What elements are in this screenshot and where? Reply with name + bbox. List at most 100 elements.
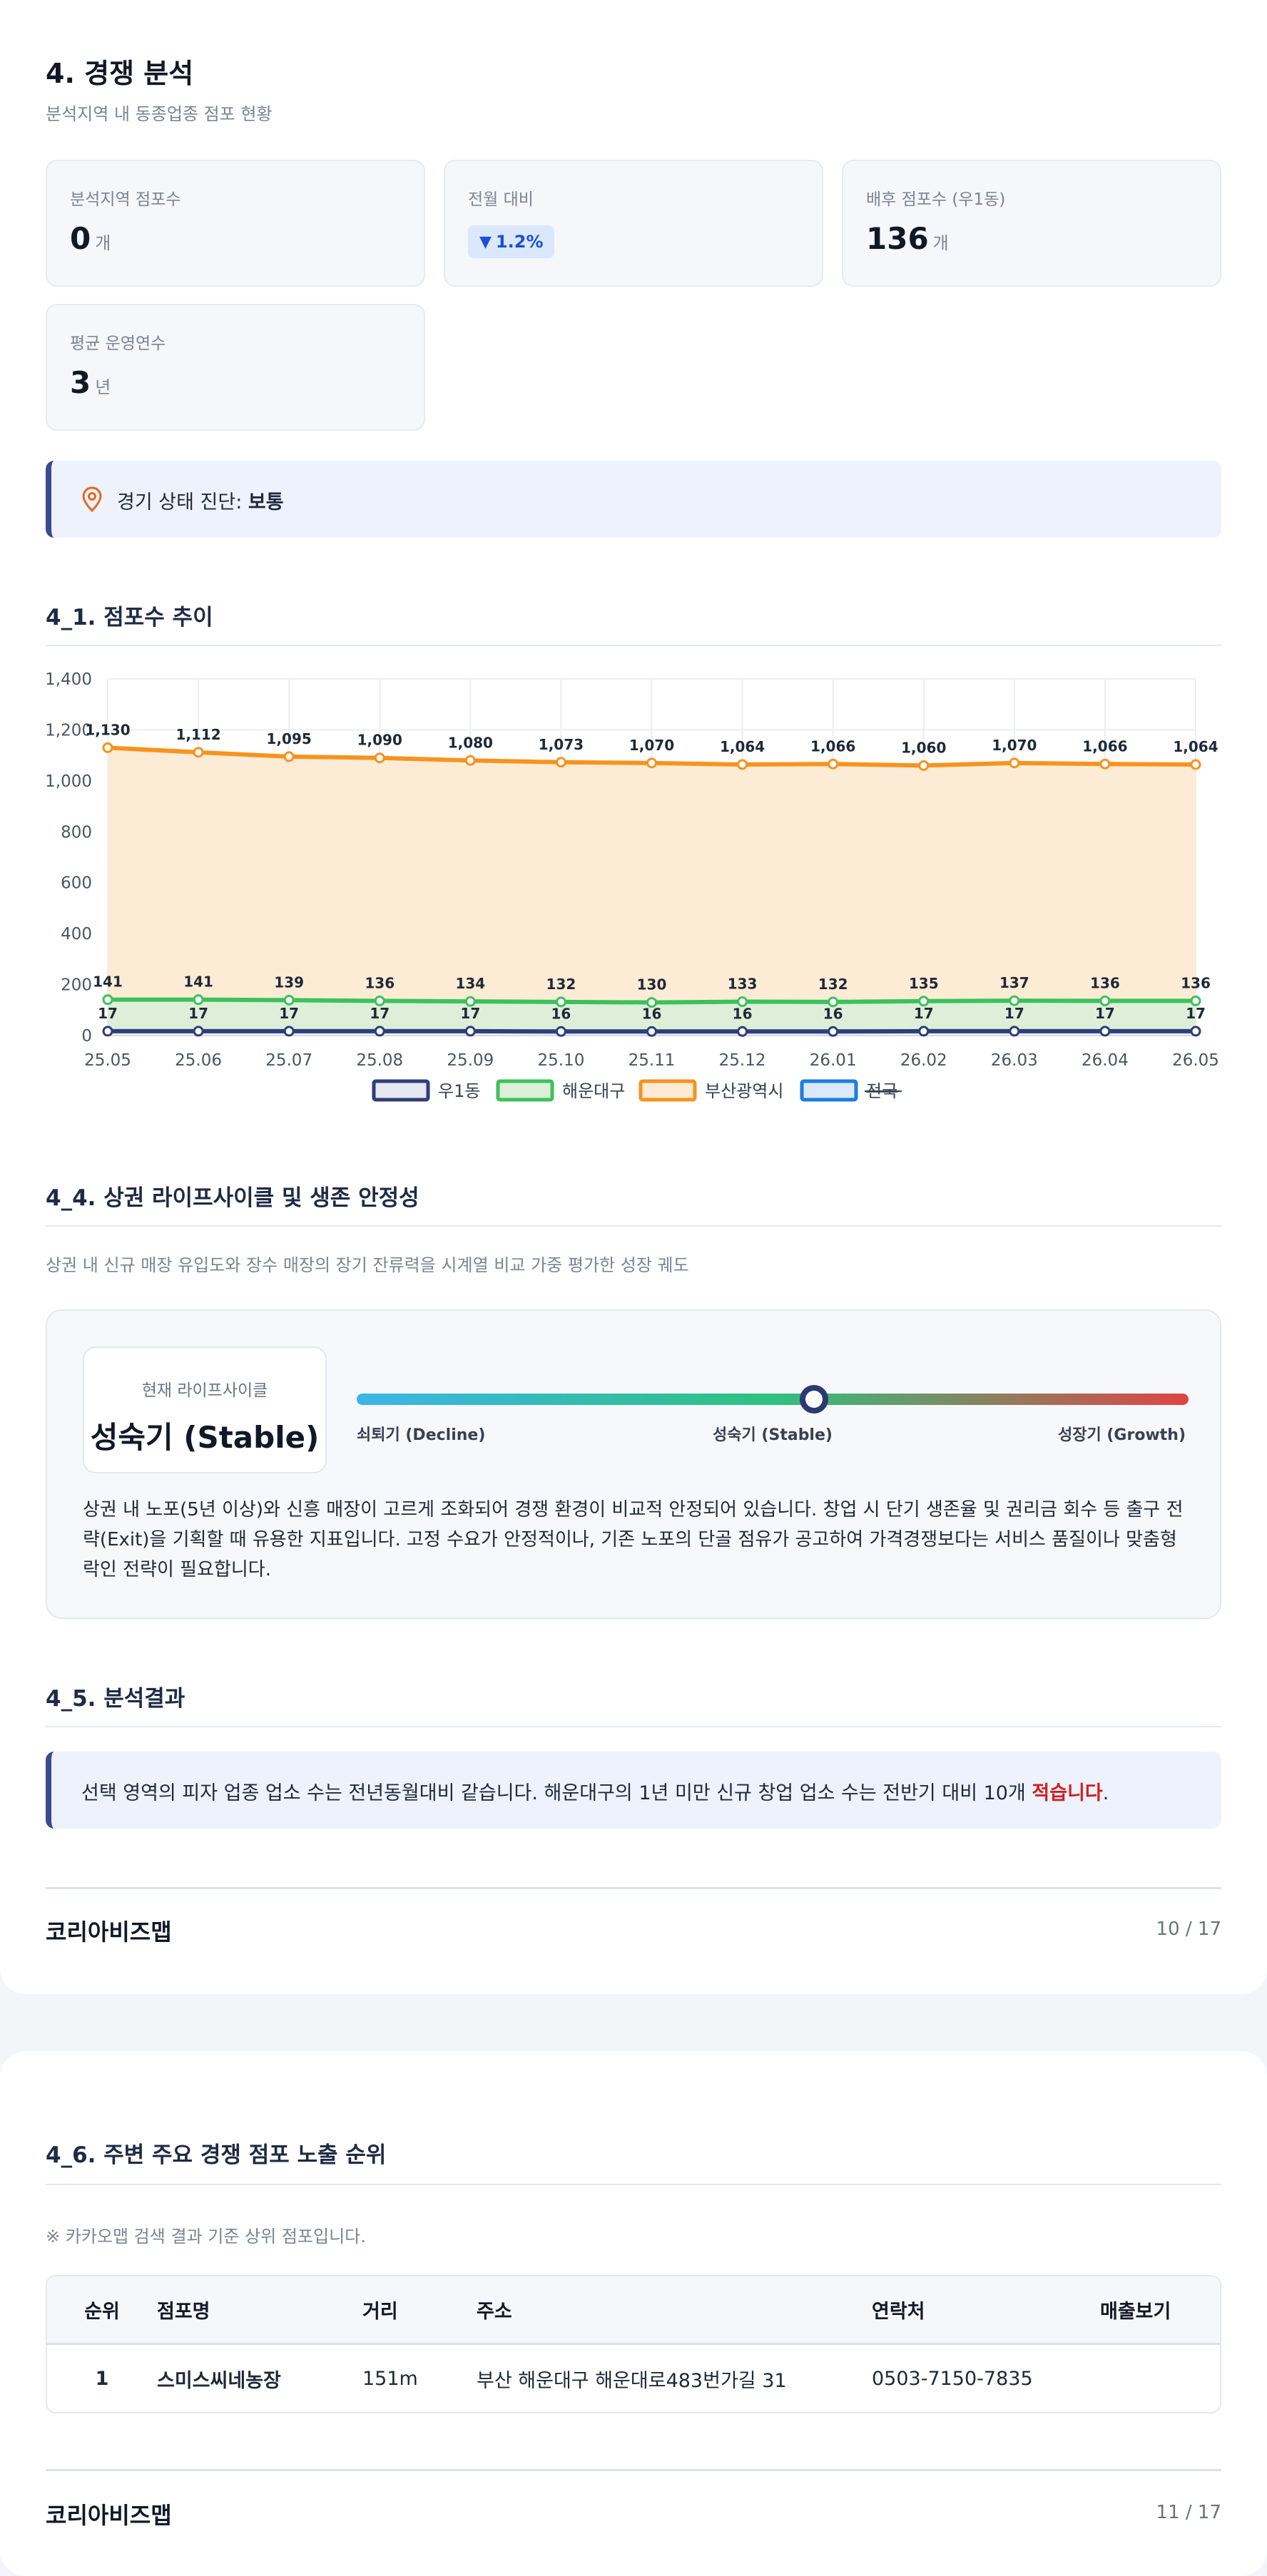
lifecycle-section-title: 4_4. 상권 라이프사이클 및 생존 안정성 — [46, 1185, 419, 1211]
footer-page-number: 10 / 17 — [1156, 1918, 1221, 1940]
legend-swatch — [800, 1079, 858, 1102]
legend-label: 우1동 — [438, 1081, 480, 1101]
legend-swatch — [496, 1079, 554, 1102]
address-cell: 부산 해운대구 해운대로483번가길 31 — [477, 2369, 787, 2392]
card-label: 배후 점포수 (우1동) — [866, 190, 1006, 209]
data-point — [102, 994, 113, 1006]
lifecycle-panel: 현재 라이프사이클 성숙기 (Stable) 쇠퇴기 (Decline) 성숙기… — [46, 1309, 1221, 1619]
card-label: 평균 운영연수 — [70, 334, 166, 353]
data-label: 141 — [183, 973, 213, 991]
data-label: 136 — [1181, 974, 1211, 991]
data-point — [555, 996, 566, 1008]
data-label: 16 — [733, 1005, 753, 1022]
x-tick-label: 25.12 — [719, 1051, 766, 1070]
legend-swatch — [372, 1079, 430, 1102]
series-area — [108, 747, 1196, 1036]
data-point — [1190, 995, 1201, 1006]
data-label: 16 — [642, 1005, 662, 1022]
gauge-label-decline: 쇠퇴기 (Decline) — [357, 1426, 486, 1444]
data-label: 133 — [728, 976, 758, 993]
y-tick-label: 400 — [61, 925, 92, 944]
data-label: 1,064 — [1173, 738, 1218, 755]
data-label: 1,073 — [539, 736, 584, 753]
data-label: 1,070 — [629, 737, 674, 754]
result-section-title: 4_5. 분석결과 — [46, 1686, 185, 1712]
data-point — [283, 994, 295, 1006]
data-label: 17 — [914, 1005, 934, 1022]
data-point — [737, 1026, 748, 1037]
diagnosis-text: 경기 상태 진단: 보통 — [117, 491, 284, 513]
data-point — [646, 757, 657, 769]
store-name-link[interactable]: 스미스씨네농장 — [157, 2369, 281, 2392]
report-page-11: 4_6. 주변 주요 경쟁 점포 노출 순위 ※ 카카오맵 검색 결과 기준 상… — [0, 2051, 1267, 2576]
section-title: 4. 경쟁 분석 — [46, 58, 194, 89]
legend-swatch — [638, 1079, 697, 1102]
data-label: 1,112 — [175, 726, 220, 743]
data-label: 1,080 — [448, 734, 493, 751]
x-tick-label: 25.09 — [447, 1051, 494, 1070]
y-tick-label: 200 — [61, 976, 92, 995]
data-point — [283, 751, 295, 762]
change-badge: ▼ 1.2% — [468, 225, 555, 258]
data-point — [918, 760, 930, 771]
legend-label: 해운대구 — [562, 1081, 625, 1101]
data-label: 130 — [637, 976, 667, 993]
x-tick-label: 25.10 — [537, 1051, 584, 1070]
data-label: 134 — [455, 975, 485, 992]
data-label: 135 — [909, 975, 939, 992]
data-point — [555, 757, 566, 768]
data-label: 136 — [365, 974, 395, 991]
x-tick-label: 25.11 — [629, 1051, 676, 1070]
data-point — [464, 1026, 476, 1037]
footer-brand: 코리아비즈맵 — [46, 1918, 172, 1946]
data-label: 139 — [274, 973, 304, 991]
location-pin-icon — [82, 486, 102, 512]
data-point — [193, 747, 204, 758]
rank-cell: 1 — [95, 2367, 109, 2390]
column-header-address: 주소 — [477, 2276, 872, 2345]
sales-view-cell[interactable] — [1100, 2345, 1220, 2412]
data-point — [193, 994, 204, 1006]
distance-cell: 151m — [362, 2367, 418, 2390]
footer-page-number: 11 / 17 — [1156, 2502, 1221, 2523]
data-label: 1,090 — [357, 732, 402, 749]
data-point — [828, 758, 839, 770]
data-label: 1,066 — [1082, 737, 1127, 755]
card-label: 전월 대비 — [468, 190, 534, 209]
data-point — [1009, 1026, 1020, 1037]
card-label: 분석지역 점포수 — [70, 190, 181, 209]
gauge-label-growth: 성장기 (Growth) — [1057, 1426, 1186, 1444]
triangle-down-icon: ▼ — [479, 232, 492, 251]
ranking-note: ※ 카카오맵 검색 결과 기준 상위 점포입니다. — [46, 2227, 366, 2247]
data-point — [918, 996, 930, 1007]
data-label: 137 — [999, 974, 1029, 991]
y-tick-label: 0 — [81, 1027, 92, 1046]
data-point — [102, 1026, 113, 1037]
data-label: 17 — [1004, 1005, 1024, 1022]
x-tick-label: 26.04 — [1082, 1051, 1129, 1070]
data-point — [1099, 1026, 1111, 1037]
data-label: 1,070 — [992, 737, 1037, 754]
data-point — [828, 996, 839, 1008]
data-label: 17 — [370, 1005, 390, 1022]
table-row: 1 스미스씨네농장 151m 부산 해운대구 해운대로483번가길 31 050… — [47, 2345, 1220, 2412]
current-stage-card: 현재 라이프사이클 성숙기 (Stable) — [83, 1346, 327, 1473]
data-point — [1190, 1026, 1201, 1037]
data-point — [464, 996, 476, 1007]
column-header-phone: 연락처 — [872, 2276, 1100, 2345]
footer-brand: 코리아비즈맵 — [46, 2502, 172, 2529]
data-point — [374, 995, 385, 1006]
data-label: 16 — [823, 1005, 843, 1022]
data-label: 136 — [1090, 974, 1120, 991]
column-header-rank: 순위 — [47, 2276, 157, 2345]
gauge-label-stable: 성숙기 (Stable) — [713, 1426, 833, 1444]
result-emphasis: 적습니다 — [1032, 1782, 1103, 1804]
data-point — [102, 742, 113, 753]
x-tick-label: 26.03 — [991, 1051, 1038, 1070]
legend-label: 부산광역시 — [705, 1081, 783, 1101]
data-label: 16 — [551, 1005, 571, 1022]
y-tick-label: 1,200 — [45, 721, 92, 740]
